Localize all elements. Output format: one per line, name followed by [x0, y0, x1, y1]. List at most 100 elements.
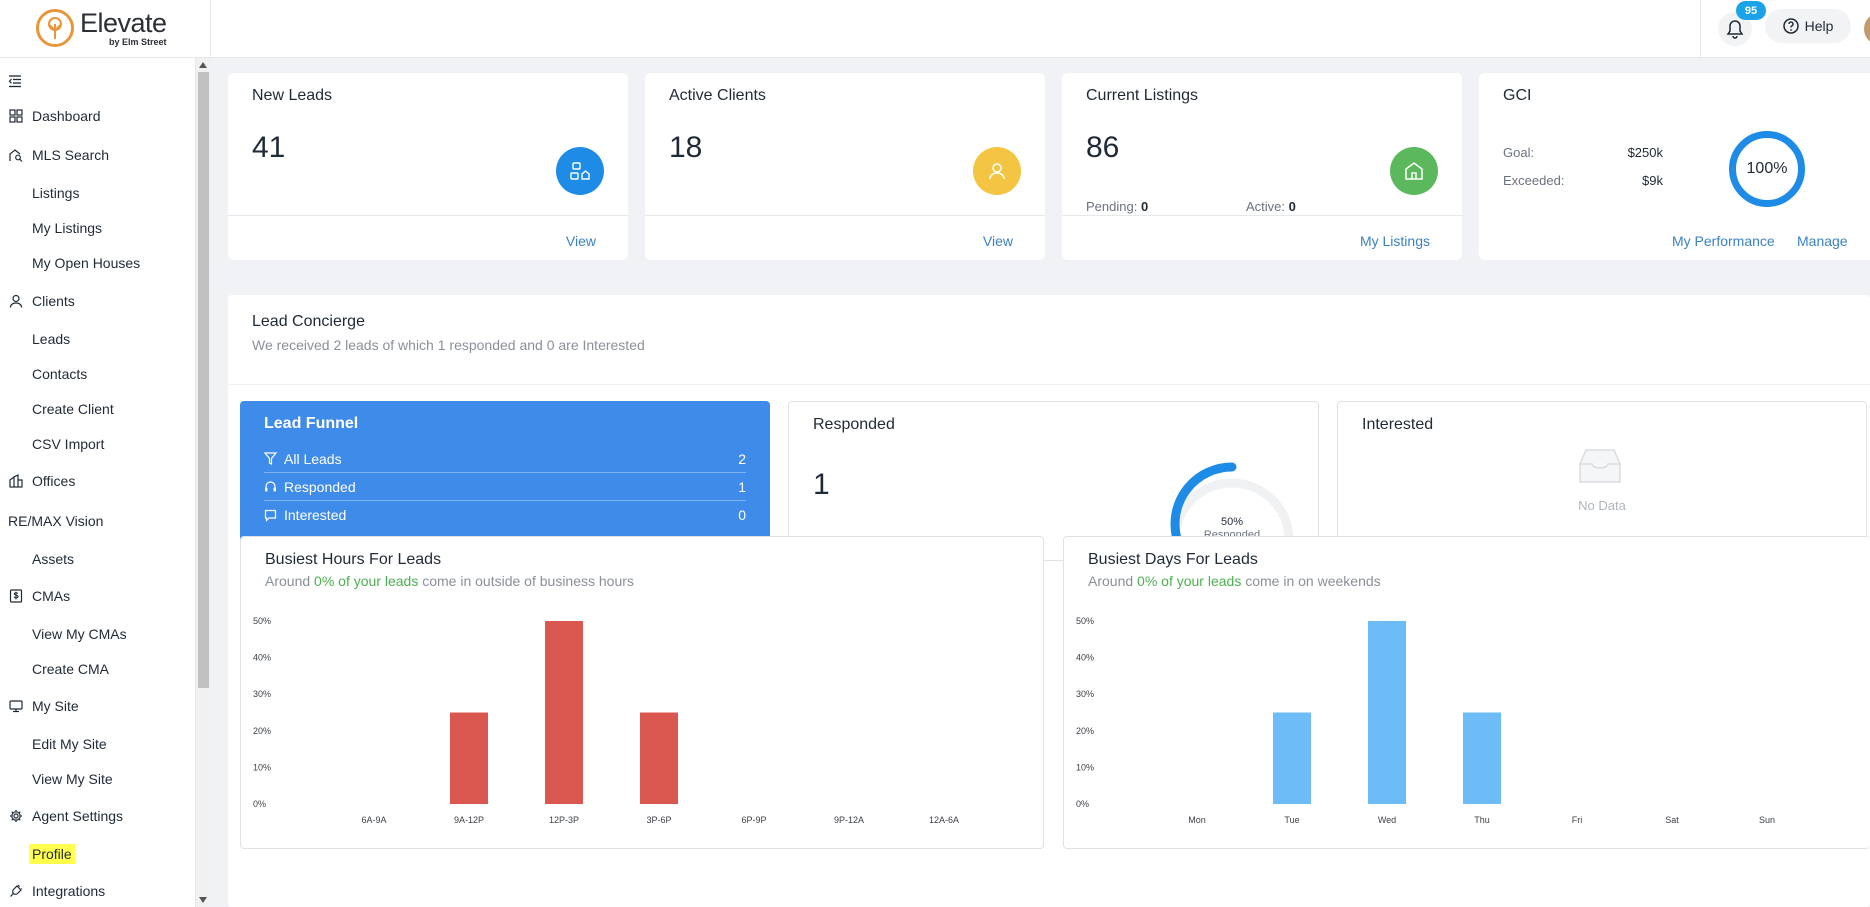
scrollbar-thumb[interactable] [198, 72, 209, 688]
panel-title: Responded [813, 416, 895, 433]
help-button[interactable]: Help [1765, 9, 1851, 43]
avatar[interactable] [1862, 11, 1870, 47]
responded-count: 1 [813, 468, 830, 501]
gci-card: GCI Goal: $250k Exceeded: $9k 100% My Pe… [1479, 73, 1870, 260]
sidebar-item-my-listings[interactable]: My Listings [32, 215, 102, 241]
sidebar-item-offices[interactable]: Offices [0, 468, 75, 494]
scroll-down-arrow-icon[interactable] [199, 897, 207, 903]
chart-title: Busiest Days For Leads [1088, 551, 1258, 568]
goal-label: Goal: [1503, 145, 1535, 160]
x-tick-label: Fri [1572, 815, 1583, 825]
gauge-fill [1170, 462, 1237, 544]
new-leads-count: 41 [252, 131, 286, 164]
x-tick-label: 12P-3P [549, 815, 579, 825]
sidebar-scrollbar[interactable] [196, 58, 211, 907]
busiest-days-chart: 0% 10% 20% 30% 40% 50% Mon Tue Wed Thu Fri Sat Sun [1076, 616, 1775, 825]
sidebar-item-create-cma[interactable]: Create CMA [32, 656, 109, 682]
divider [645, 215, 1045, 216]
manage-link[interactable]: Manage [1797, 233, 1848, 249]
sidebar-item-assets[interactable]: Assets [32, 546, 74, 572]
client-icon [973, 147, 1021, 195]
y-tick-label: 30% [1076, 689, 1094, 699]
empty-inbox-icon [1579, 449, 1621, 483]
responded-panel: Responded 1 50% Responded [788, 401, 1319, 561]
funnel-count: 1 [738, 478, 746, 495]
view-leads-link[interactable]: View [565, 233, 596, 249]
monitor-icon [8, 698, 24, 714]
divider [210, 0, 211, 58]
no-data-text: No Data [1578, 498, 1626, 513]
sidebar-item-cmas[interactable]: CMAs [0, 583, 70, 609]
sidebar-item-view-my-site[interactable]: View My Site [32, 766, 113, 792]
sidebar-item-label: My Open Houses [32, 255, 141, 271]
sidebar-item-dashboard[interactable]: Dashboard [0, 103, 101, 129]
collapse-menu-icon[interactable] [8, 74, 22, 88]
sidebar-item-csv-import[interactable]: CSV Import [32, 431, 104, 457]
elevate-logo[interactable]: Elevate by Elm Street [36, 7, 208, 49]
sidebar: Dashboard MLS Search Listings My Listings My… [0, 58, 196, 907]
new-leads-card: New Leads 41 View [228, 73, 628, 260]
active-clients-count: 18 [669, 131, 703, 164]
sidebar-item-label: RE/MAX Vision [8, 513, 104, 529]
notification-count-badge: 95 [1736, 1, 1766, 20]
y-tick-label: 0% [1076, 799, 1089, 809]
chart-subtitle: Around 0% of your leads come in on weeke… [1088, 573, 1381, 589]
sidebar-item-my-site[interactable]: My Site [0, 693, 79, 719]
lead-funnel-panel: Lead Funnel All Leads 2 Responded 1 Inte… [240, 401, 770, 561]
scroll-up-arrow-icon[interactable] [199, 62, 207, 68]
chart-bar-12p-3p[interactable] [545, 621, 583, 804]
sidebar-item-contacts[interactable]: Contacts [32, 361, 87, 387]
my-listings-link[interactable]: My Listings [1359, 233, 1430, 249]
funnel-row-responded[interactable]: Responded 1 [264, 473, 746, 501]
card-title: Active Clients [669, 87, 766, 104]
chart-bar-wed[interactable] [1368, 621, 1406, 804]
chart-bar-9a-12p[interactable] [450, 712, 488, 805]
sidebar-item-profile[interactable]: Profile [29, 841, 75, 867]
sidebar-item-view-my-cmas[interactable]: View My CMAs [32, 621, 127, 647]
sidebar-item-label: CSV Import [32, 436, 105, 452]
bell-icon [1726, 20, 1744, 39]
gauge-percent: 50% [1220, 516, 1244, 528]
sidebar-item-agent-settings[interactable]: Agent Settings [0, 803, 123, 829]
funnel-row-interested[interactable]: Interested 0 [264, 501, 746, 529]
funnel-row-all-leads[interactable]: All Leads 2 [264, 445, 746, 473]
chart-bar-3p-6p[interactable] [640, 712, 678, 805]
y-tick-label: 50% [1076, 616, 1094, 626]
funnel-label: Interested [284, 507, 347, 523]
sidebar-item-label: MLS Search [32, 147, 110, 163]
sidebar-item-label: Listings [32, 185, 80, 201]
sidebar-item-edit-my-site[interactable]: Edit My Site [32, 731, 107, 757]
filter-icon [264, 452, 278, 466]
sidebar-item-my-open-houses[interactable]: My Open Houses [32, 250, 140, 276]
sidebar-item-clients[interactable]: Clients [0, 288, 75, 314]
my-performance-link[interactable]: My Performance [1672, 233, 1775, 249]
chart-title: Busiest Hours For Leads [265, 551, 442, 568]
top-bar: Elevate by Elm Street 95 Help [0, 0, 1870, 58]
pending-count: Pending: 0 [1086, 199, 1149, 214]
gauge-track [1170, 478, 1294, 545]
y-tick-label: 20% [253, 726, 271, 736]
divider [228, 215, 628, 216]
headset-icon [264, 480, 278, 494]
chart-subtitle: Around 0% of your leads come in outside … [265, 573, 634, 589]
dollar-doc-icon [8, 588, 24, 604]
section-title: Lead Concierge [252, 313, 365, 330]
gci-progress-ring: 100% [1729, 131, 1805, 207]
chart-bar-tue[interactable] [1273, 712, 1311, 805]
x-tick-label: Sat [1665, 815, 1679, 825]
sidebar-item-re-max-vision[interactable]: RE/MAX Vision [8, 508, 103, 534]
sidebar-item-mls-search[interactable]: MLS Search [0, 142, 109, 168]
plug-icon [8, 883, 24, 899]
sidebar-item-leads[interactable]: Leads [32, 326, 70, 352]
logo-tree-icon [36, 9, 74, 47]
sidebar-item-label: Integrations [32, 883, 106, 899]
busiest-hours-card: Busiest Hours For Leads Around 0% of you… [240, 536, 1044, 849]
sidebar-item-label: Assets [32, 551, 75, 567]
sidebar-item-listings[interactable]: Listings [32, 180, 79, 206]
sidebar-item-create-client[interactable]: Create Client [32, 396, 114, 422]
chart-bar-thu[interactable] [1463, 712, 1501, 805]
sidebar-item-integrations[interactable]: Integrations [0, 878, 105, 904]
sidebar-item-label: View My CMAs [32, 626, 127, 642]
active-clients-card: Active Clients 18 View [645, 73, 1045, 260]
view-clients-link[interactable]: View [982, 233, 1013, 249]
